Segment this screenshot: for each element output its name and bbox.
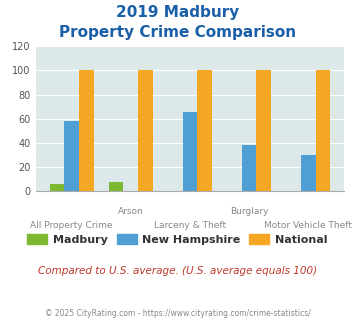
Bar — [64, 121, 79, 191]
Bar — [256, 70, 271, 191]
Bar — [79, 70, 94, 191]
Text: Compared to U.S. average. (U.S. average equals 100): Compared to U.S. average. (U.S. average … — [38, 266, 317, 276]
Bar — [182, 112, 197, 191]
Bar — [316, 70, 330, 191]
Bar — [138, 70, 153, 191]
Text: 2019 Madbury: 2019 Madbury — [116, 5, 239, 20]
Legend: Madbury, New Hampshire, National: Madbury, New Hampshire, National — [23, 230, 332, 249]
Bar — [301, 155, 316, 191]
Bar — [109, 182, 124, 191]
Bar — [197, 70, 212, 191]
Text: Larceny & Theft: Larceny & Theft — [154, 220, 226, 230]
Bar — [50, 184, 64, 191]
Text: Motor Vehicle Theft: Motor Vehicle Theft — [264, 220, 352, 230]
Text: Burglary: Burglary — [230, 207, 268, 216]
Bar — [242, 146, 256, 191]
Text: All Property Crime: All Property Crime — [31, 220, 113, 230]
Text: Arson: Arson — [118, 207, 144, 216]
Text: © 2025 CityRating.com - https://www.cityrating.com/crime-statistics/: © 2025 CityRating.com - https://www.city… — [45, 309, 310, 317]
Text: Property Crime Comparison: Property Crime Comparison — [59, 25, 296, 40]
